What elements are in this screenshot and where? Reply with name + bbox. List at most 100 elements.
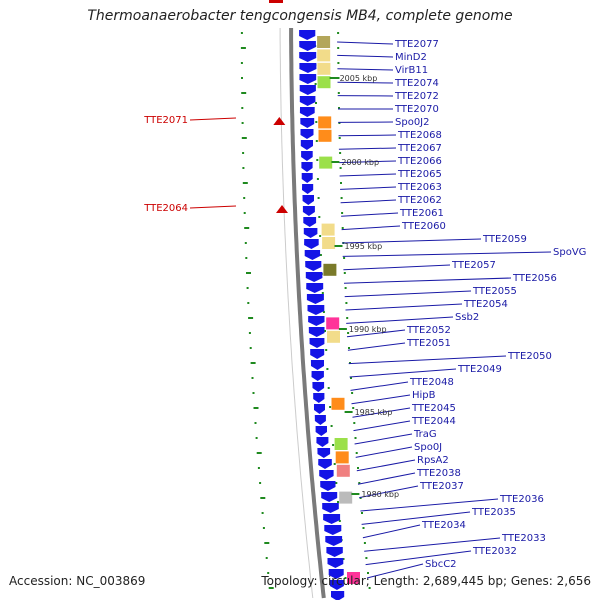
gene-arrow	[331, 591, 345, 600]
gc-dot	[253, 407, 259, 409]
gene-label-tte2055[interactable]: TTE2055	[472, 286, 517, 297]
feature-box	[317, 62, 331, 75]
gc-dot	[240, 47, 246, 49]
gc-dot	[321, 292, 324, 294]
gene-label-tte2044[interactable]: TTE2044	[411, 416, 456, 427]
gene-connector	[343, 264, 451, 271]
gene-arrow	[299, 85, 316, 95]
gene-label-rpsa2[interactable]: RpsA2	[417, 455, 449, 466]
gene-label-tte2035[interactable]: TTE2035	[471, 507, 516, 518]
gene-label-tte2072[interactable]: TTE2072	[394, 91, 439, 102]
gene-label-trag[interactable]: TraG	[413, 429, 437, 440]
feature-box	[326, 317, 340, 330]
gene-label-tte2077[interactable]: TTE2077	[394, 39, 439, 50]
gene-arrow	[321, 492, 338, 502]
gc-dot	[342, 558, 345, 560]
gene-label-tte2061[interactable]: TTE2061	[399, 208, 444, 219]
gene-label-tte2033[interactable]: TTE2033	[501, 533, 546, 544]
gene-label-tte2059[interactable]: TTE2059	[482, 234, 527, 245]
accession-text: Accession: NC_003869	[9, 574, 146, 588]
gene-label-tte2074[interactable]: TTE2074	[394, 78, 439, 89]
gc-dot	[339, 167, 342, 169]
gene-label-spo0j[interactable]: Spo0J	[414, 442, 442, 453]
gc-dot	[333, 463, 336, 465]
gene-label-tte2038[interactable]: TTE2038	[416, 468, 461, 479]
gene-label-virb11[interactable]: VirB11	[395, 65, 428, 76]
gene-arrow	[302, 206, 315, 216]
feature-box	[339, 491, 353, 504]
gene-arrow	[299, 63, 317, 73]
gene-label-spovg[interactable]: SpoVG	[553, 247, 586, 258]
gene-label-tte2068[interactable]: TTE2068	[397, 130, 442, 141]
gene-label-tte2036[interactable]: TTE2036	[499, 494, 544, 505]
gene-label-tte2070[interactable]: TTE2070	[394, 104, 439, 115]
marker-label[interactable]: TTE2064	[143, 203, 188, 214]
gene-label-tte2062[interactable]: TTE2062	[397, 195, 442, 206]
gene-label-tte2067[interactable]: TTE2067	[397, 143, 442, 154]
gene-label-tte2065[interactable]: TTE2065	[397, 169, 442, 180]
gc-dot	[241, 92, 247, 94]
marker-connector	[189, 205, 237, 209]
gene-arrow	[308, 316, 325, 326]
gc-dot	[248, 332, 251, 334]
gene-connector	[351, 394, 411, 405]
gene-label-tte2056[interactable]: TTE2056	[512, 273, 557, 284]
gene-arrow	[304, 250, 321, 260]
gene-label-tte2060[interactable]: TTE2060	[401, 221, 446, 232]
gc-dot	[250, 362, 256, 364]
gene-label-ssb2[interactable]: Ssb2	[455, 312, 479, 323]
gc-dot	[330, 425, 333, 427]
gc-dot	[315, 102, 317, 104]
genome-summary-text: Topology: circular; Length: 2,689,445 bp…	[261, 574, 591, 588]
gc-dot	[241, 137, 247, 139]
gene-label-tte2051[interactable]: TTE2051	[406, 338, 451, 349]
gene-label-tte2032[interactable]: TTE2032	[472, 546, 517, 557]
gc-dot	[243, 197, 246, 199]
gene-label-mind2[interactable]: MinD2	[395, 52, 427, 63]
gene-label-tte2066[interactable]: TTE2066	[397, 156, 442, 167]
gene-label-tte2054[interactable]: TTE2054	[463, 299, 508, 310]
gc-dot	[242, 152, 245, 154]
gene-arrow	[319, 470, 334, 480]
feature-box	[323, 263, 337, 276]
gene-label-tte2052[interactable]: TTE2052	[406, 325, 451, 336]
marker-label[interactable]: TTE2071	[143, 115, 188, 126]
gc-dot	[344, 287, 347, 289]
gene-connector	[352, 407, 411, 418]
gc-dot	[335, 482, 338, 484]
gc-dot	[246, 272, 251, 274]
marker-triangle	[273, 117, 286, 125]
gene-arrow	[323, 514, 341, 524]
scale-tick-label: 2000 kbp	[341, 158, 379, 167]
gene-label-sbcc2[interactable]: SbcC2	[425, 559, 457, 570]
origin-marker	[269, 0, 283, 3]
gene-label-tte2050[interactable]: TTE2050	[507, 351, 552, 362]
gc-dot	[325, 349, 328, 351]
gene-label-tte2045[interactable]: TTE2045	[411, 403, 456, 414]
gene-label-tte2057[interactable]: TTE2057	[451, 260, 496, 271]
gc-dot	[340, 197, 343, 199]
gene-connector	[354, 433, 413, 445]
gene-label-tte2049[interactable]: TTE2049	[457, 364, 502, 375]
gc-dot	[339, 152, 342, 154]
gene-label-tte2037[interactable]: TTE2037	[419, 481, 464, 492]
gc-dot	[337, 32, 340, 34]
scale-tick-mark	[344, 411, 353, 413]
gc-dot	[358, 482, 361, 484]
gene-connector	[361, 511, 471, 525]
gene-connector	[348, 355, 507, 365]
gene-label-tte2048[interactable]: TTE2048	[409, 377, 454, 388]
gc-dot	[338, 520, 341, 522]
gc-dot	[261, 512, 264, 514]
gene-label-tte2063[interactable]: TTE2063	[397, 182, 442, 193]
gene-label-hipb[interactable]: HipB	[412, 390, 436, 401]
gene-label-spo0j2[interactable]: Spo0J2	[395, 117, 430, 128]
gene-arrow	[328, 569, 344, 579]
gc-dot	[341, 227, 344, 229]
gene-arrow	[299, 107, 315, 117]
gene-arrow	[301, 151, 313, 161]
gc-dot	[329, 406, 332, 408]
gene-arrow	[310, 349, 325, 359]
gene-label-tte2034[interactable]: TTE2034	[421, 520, 466, 531]
gc-dot	[252, 392, 255, 394]
